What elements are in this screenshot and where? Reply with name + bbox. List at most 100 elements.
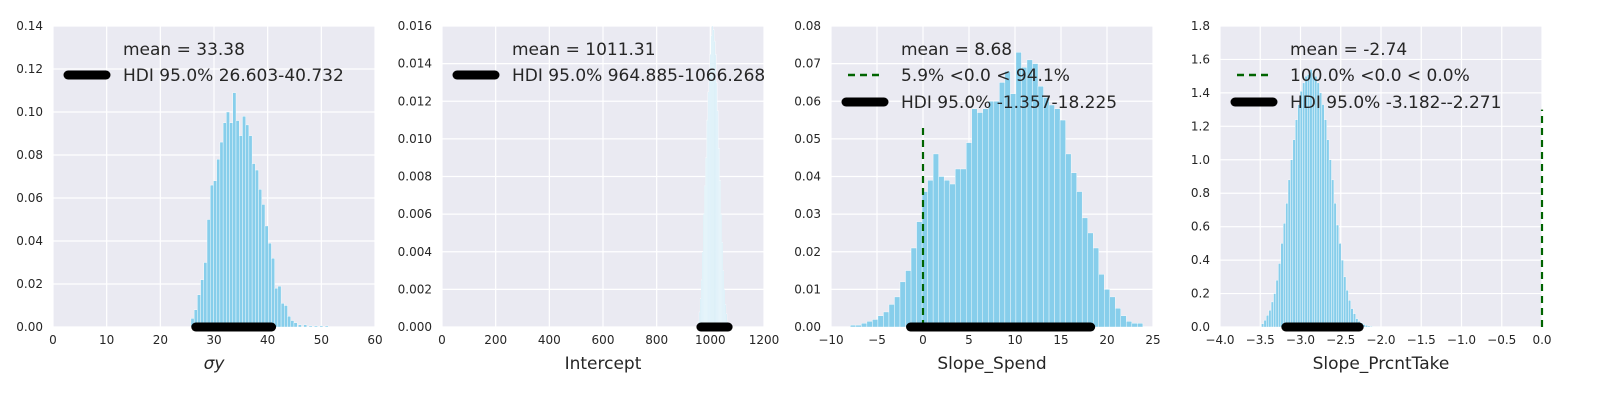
x-axis-label: Intercept: [565, 354, 642, 374]
histogram-bar: [1285, 203, 1289, 328]
x-tick-label: 0: [49, 333, 57, 347]
y-tick-label: 0.08: [794, 19, 821, 33]
histogram-bar: [1343, 276, 1347, 328]
histogram-bar: [993, 101, 1000, 328]
histogram-bar: [899, 281, 906, 328]
y-tick-label: 0.06: [16, 191, 43, 205]
y-tick-label: 1.8: [1191, 19, 1210, 33]
histogram-bar: [988, 101, 995, 328]
x-axis-label: Slope_Spend: [937, 354, 1046, 374]
legend-comparison-label: 5.9% <0.0 < 94.1%: [901, 66, 1070, 86]
y-tick-label: 0.12: [16, 62, 43, 76]
legend: mean = 1011.31 HDI 95.0% 964.885-1066.26…: [452, 40, 765, 86]
x-tick-label: 5: [965, 333, 973, 347]
histogram-bar: [916, 221, 923, 328]
histogram-bar: [1369, 326, 1373, 328]
y-tick-label: 0.6: [1191, 220, 1210, 234]
histogram-bar: [274, 288, 279, 328]
histogram-bar: [222, 122, 227, 328]
histogram-bar: [866, 321, 873, 328]
histogram-bar: [1324, 119, 1327, 328]
x-tick-label: 1200: [749, 333, 780, 347]
histogram-bar: [861, 323, 868, 328]
y-tick-label: 0.02: [16, 277, 43, 291]
histogram-bar: [855, 324, 862, 328]
legend: mean = 33.38 HDI 95.0% 26.603-40.732: [63, 40, 344, 86]
histogram-bar: [1010, 93, 1017, 328]
y-tick-label: 0.03: [794, 207, 821, 221]
histogram-bar: [1304, 75, 1308, 328]
histogram-bar: [1316, 82, 1320, 328]
x-tick-label: 0: [438, 333, 446, 347]
y-tick-label: 1.4: [1191, 86, 1210, 100]
x-tick-label: 1000: [695, 333, 726, 347]
histogram-bar: [284, 305, 288, 328]
histogram-bar: [888, 304, 895, 328]
x-tick-label: 800: [645, 333, 668, 347]
histogram-bar: [955, 168, 961, 328]
histogram-bar: [1340, 259, 1344, 328]
x-tick-label: 200: [484, 333, 507, 347]
histogram-bar: [1282, 223, 1286, 328]
y-tick-label: 0.006: [398, 207, 432, 221]
histogram-bar: [293, 322, 298, 328]
y-tick-label: 0.08: [16, 148, 43, 162]
histogram-bar: [1263, 320, 1267, 328]
histogram-bar: [261, 204, 266, 328]
y-tick-label: 0.2: [1191, 287, 1210, 301]
x-tick-label: −10: [818, 333, 843, 347]
histogram-bar: [1328, 159, 1332, 328]
legend-mean-label: mean = 8.68: [901, 40, 1012, 60]
histogram-bar: [197, 294, 201, 328]
x-tick-label: 20: [1099, 333, 1114, 347]
x-axis-label: σy: [204, 354, 226, 374]
histogram-bar: [1336, 224, 1339, 328]
histogram-bar: [206, 219, 211, 328]
x-tick-label: −4.0: [1205, 333, 1234, 347]
histogram-bar: [1268, 310, 1272, 328]
histogram-bar: [298, 324, 302, 328]
histogram-bar: [245, 124, 250, 328]
histogram-bar: [894, 296, 901, 328]
y-tick-label: 0.000: [398, 320, 432, 334]
x-tick-label: 10: [1007, 333, 1022, 347]
y-tick-label: 0.04: [794, 170, 821, 184]
histogram-bar: [200, 279, 205, 328]
histogram-bar: [1261, 323, 1265, 328]
histogram-bar: [1365, 325, 1368, 328]
x-tick-label: 60: [367, 333, 382, 347]
y-tick-label: 0.05: [794, 132, 821, 146]
histogram-bar: [1273, 293, 1277, 328]
histogram-bar: [938, 176, 945, 328]
legend-mean-label: mean = -2.74: [1290, 40, 1407, 60]
histogram-bar: [1076, 191, 1083, 328]
x-axis-label: Slope_PrcntTake: [1313, 354, 1450, 374]
histogram-bar: [910, 247, 917, 328]
histogram-bar: [1319, 92, 1323, 328]
histogram-bar: [324, 325, 329, 328]
histogram-bar: [239, 135, 243, 328]
legend-hdi-label: HDI 95.0% 964.885-1066.268: [512, 66, 765, 86]
y-tick-label: 0.10: [16, 105, 43, 119]
histogram-bar: [1131, 323, 1138, 328]
histogram-bar: [1297, 104, 1301, 328]
y-tick-label: 0.8: [1191, 186, 1210, 200]
legend-hdi-label: HDI 95.0% 26.603-40.732: [123, 66, 344, 86]
x-tick-label: −2.5: [1326, 333, 1355, 347]
histogram-bar: [1326, 139, 1330, 328]
histogram-bar: [1098, 274, 1105, 328]
y-tick-label: 0.01: [794, 282, 821, 296]
legend: mean = 8.68 5.9% <0.0 < 94.1% HDI 95.0% …: [841, 40, 1117, 113]
y-tick-label: 0.016: [398, 19, 432, 33]
histogram-bar: [271, 258, 275, 328]
legend: mean = -2.74 100.0% <0.0 < 0.0% HDI 95.0…: [1230, 40, 1501, 113]
histogram-bar: [1333, 203, 1337, 328]
y-tick-label: 0.07: [794, 57, 821, 71]
histogram-bar: [251, 163, 256, 328]
y-tick-label: 0.00: [16, 320, 43, 334]
histogram-bar: [255, 169, 259, 328]
histogram-bar: [1290, 159, 1294, 328]
histogram-bar: [1278, 263, 1281, 328]
histogram-bar: [210, 184, 214, 328]
histogram-bar: [242, 116, 246, 328]
